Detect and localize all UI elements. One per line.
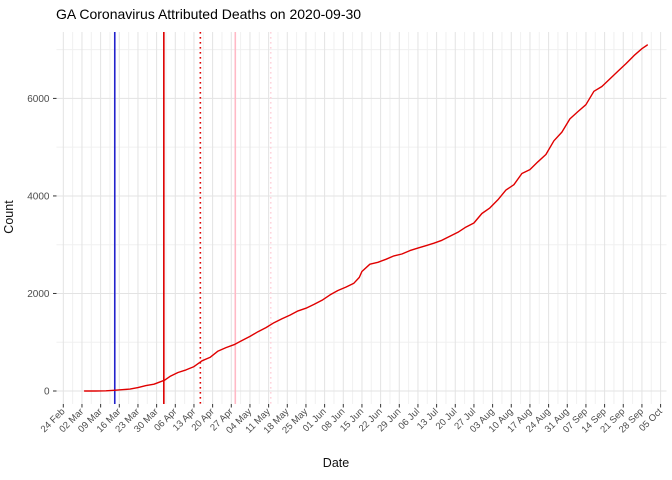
series-cumulative_attributed_deaths	[83, 44, 648, 392]
y-axis-title: Count	[2, 200, 16, 234]
axis-ticks	[53, 97, 662, 408]
x-axis-title: Date	[322, 456, 350, 470]
data-series	[83, 44, 648, 392]
event-vlines	[113, 32, 272, 404]
y-tick-label: 6000	[27, 94, 50, 105]
chart-title: GA Coronavirus Attributed Deaths on 2020…	[56, 6, 362, 22]
y-tick-label: 4000	[27, 191, 50, 202]
y-tick-labels: 0 2000 4000 6000	[27, 94, 50, 398]
gridlines-major	[56, 32, 667, 404]
y-tick-label: 2000	[27, 289, 50, 300]
gridlines-minor	[56, 32, 667, 404]
y-tick-label: 0	[44, 387, 50, 398]
